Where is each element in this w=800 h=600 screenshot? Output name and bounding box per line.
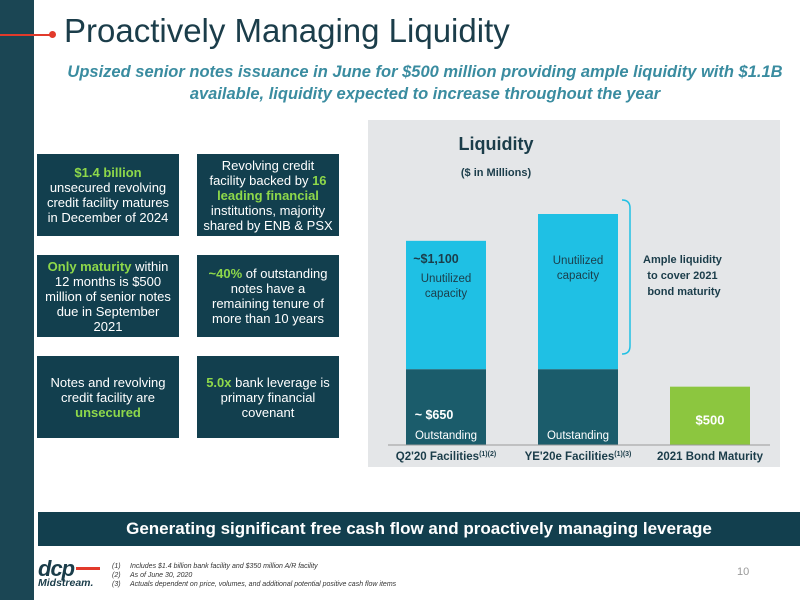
page-number: 10 <box>737 566 750 578</box>
bar-outstanding-2 <box>670 386 750 445</box>
footnote-ref: (1)(3) <box>614 451 631 458</box>
left-accent-stripe <box>0 0 34 600</box>
box-text: of outstanding notes have a remaining te… <box>211 266 328 326</box>
annotation-bracket <box>621 199 631 355</box>
box-highlight: Only maturity <box>47 258 132 274</box>
logo-accent-bar <box>76 567 100 570</box>
box-text: unsecured revolving credit facility matu… <box>46 180 170 225</box>
box-pre-text: Revolving credit facility backed by <box>209 157 315 188</box>
page-subtitle: Upsized senior notes issuance in June fo… <box>67 63 783 103</box>
info-box-unsecured: Notes and revolving credit facility are … <box>37 356 179 438</box>
bar-outstanding-1 <box>538 369 618 445</box>
info-box-notes-tenure: ~40% of outstanding notes have a remaini… <box>197 255 339 337</box>
chart-title: Liquidity <box>459 134 534 154</box>
outstanding-label: Outstanding <box>415 430 477 442</box>
company-logo: dcp Midstream. <box>36 556 102 590</box>
info-box-bank-leverage: 5.0x bank leverage is primary financial … <box>197 356 339 438</box>
chart-annotation: Ample liquidity to cover 2021 bond matur… <box>643 254 725 298</box>
annotation-line-3: bond maturity <box>647 286 721 298</box>
annotation-line-1: Ample liquidity <box>643 254 723 266</box>
chart-subtitle: ($ in Millions) <box>461 167 532 179</box>
info-box-financial-institutions: Revolving credit facility backed by 16 l… <box>197 154 339 236</box>
info-box-only-maturity: Only maturity within 12 months is $500 m… <box>37 255 179 337</box>
outstanding-label: Outstanding <box>547 430 609 442</box>
box-text: institutions, majority shared by ENB & P… <box>203 202 333 233</box>
info-box-credit-facility: $1.4 billion unsecured revolving credit … <box>37 154 179 236</box>
footnotes: (1) Includes $1.4 billion bank facility a… <box>112 562 396 589</box>
q2-outstanding-value: ~ $650 <box>415 408 454 422</box>
box-highlight: ~40% <box>208 266 243 281</box>
annotation-line-2: to cover 2021 <box>647 270 717 282</box>
unutilized-label: capacity <box>425 288 467 300</box>
logo-word: Midstream. <box>38 577 94 589</box>
box-highlight: 5.0x <box>206 374 232 390</box>
unutilized-label: Unutilized <box>421 273 472 285</box>
liquidity-chart: Liquidity ($ in Millions) Q2'20 Faciliti… <box>388 134 770 463</box>
box-highlight: unsecured <box>75 404 141 420</box>
box-highlight: $1.4 billion <box>74 165 142 180</box>
box-pre-text: Notes and revolving credit facility are <box>50 374 166 405</box>
box-text: bank leverage is primary financial coven… <box>220 374 330 420</box>
x-tick-label: YE'20e Facilities(1)(3) <box>525 451 632 463</box>
q2-unutilized-value: ~$1,100 <box>413 252 459 266</box>
bottom-banner: Generating significant free cash flow an… <box>38 512 800 546</box>
liquidity-chart-panel: Liquidity ($ in Millions) Q2'20 Faciliti… <box>368 120 780 467</box>
x-tick-label: 2021 Bond Maturity <box>657 451 764 463</box>
box-text: within 12 months is $500 million of seni… <box>45 258 171 334</box>
x-tick-label: Q2'20 Facilities(1)(2) <box>396 451 496 463</box>
bar-unutilized-1 <box>538 214 618 370</box>
title-accent-dot <box>49 31 56 38</box>
logo-mark: dcp <box>38 556 75 581</box>
bar-unutilized-0 <box>406 240 486 370</box>
footnote: (2) As of June 30, 2020 <box>112 572 193 579</box>
bar-outstanding-0 <box>406 369 486 445</box>
page-title: Proactively Managing Liquidity <box>64 12 510 49</box>
bond-value-label: $500 <box>696 413 725 428</box>
unutilized-label: Unutilized <box>553 255 604 267</box>
title-accent-line <box>0 34 52 36</box>
unutilized-label: capacity <box>557 270 599 282</box>
footnote: (3) Actuals dependent on price, volumes, … <box>112 581 397 588</box>
footnote-ref: (1)(2) <box>479 451 496 458</box>
box-highlight: 16 leading financial <box>217 172 327 203</box>
footnote: (1) Includes $1.4 billion bank facility a… <box>112 563 318 570</box>
